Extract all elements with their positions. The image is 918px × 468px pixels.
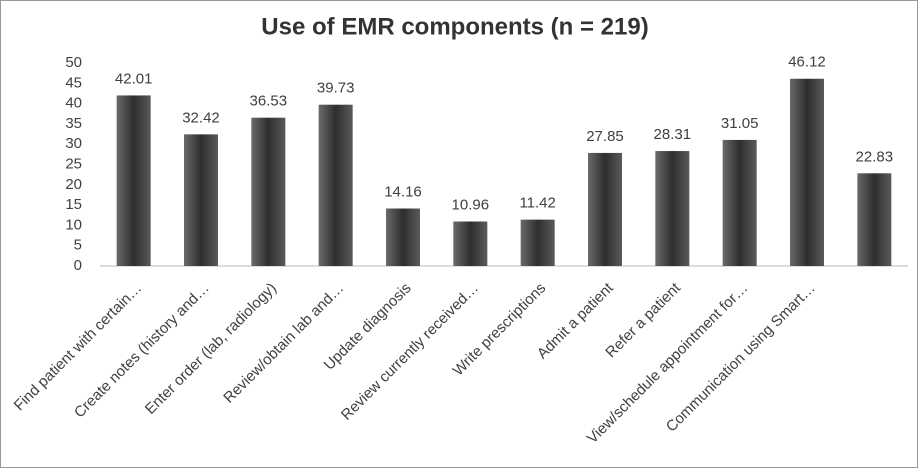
data-label: 36.53 (250, 93, 288, 110)
y-tick-label: 45 (65, 74, 82, 91)
bar (655, 151, 690, 266)
bar (453, 221, 488, 266)
bar (116, 95, 151, 267)
bar (857, 173, 892, 266)
chart-title: Use of EMR components (n = 219) (261, 13, 648, 40)
data-label: 28.31 (654, 126, 692, 143)
bar (588, 152, 622, 266)
bar (386, 208, 420, 266)
y-tick-label: 30 (65, 135, 82, 152)
bar (520, 219, 555, 266)
data-label: 27.85 (586, 128, 624, 145)
data-label: 39.73 (317, 80, 355, 97)
data-label: 10.96 (452, 196, 490, 213)
data-label: 46.12 (788, 54, 826, 71)
y-tick-label: 40 (65, 95, 82, 112)
data-label: 22.83 (856, 148, 894, 165)
y-tick-label: 5 (74, 237, 82, 254)
y-tick-label: 50 (65, 54, 82, 71)
y-tick-label: 0 (74, 257, 82, 274)
data-label: 42.01 (115, 70, 153, 87)
bar (251, 117, 286, 266)
y-tick-label: 10 (65, 216, 82, 233)
y-tick-label: 25 (65, 155, 82, 172)
data-label: 14.16 (384, 183, 422, 200)
bar (790, 78, 824, 266)
data-label: 31.05 (721, 115, 759, 132)
y-tick-label: 35 (65, 115, 82, 132)
bar (318, 104, 353, 266)
bar (722, 139, 757, 266)
bar (184, 134, 218, 266)
data-label: 32.42 (182, 109, 220, 126)
data-label: 11.42 (519, 195, 555, 212)
y-tick-label: 20 (65, 176, 82, 193)
y-tick-label: 15 (65, 196, 82, 213)
